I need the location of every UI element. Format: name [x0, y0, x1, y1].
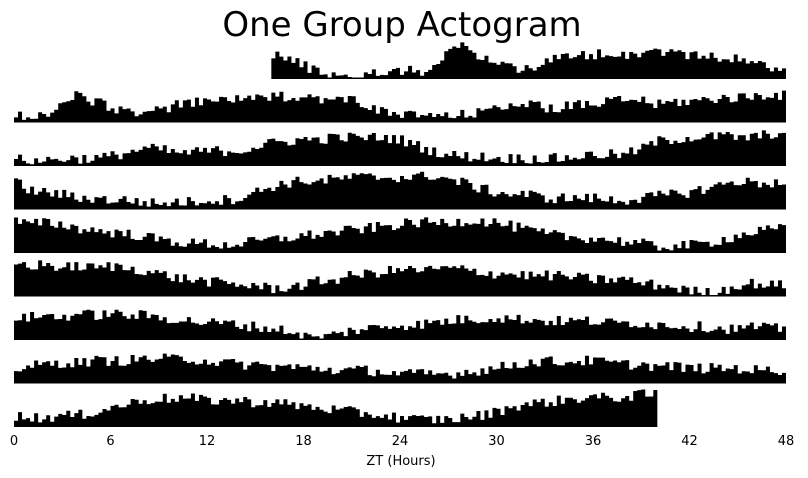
actogram-row-5 — [14, 217, 786, 253]
x-axis-ticks: 0 6 12 18 24 30 36 42 48 — [10, 434, 794, 449]
actogram-row-3 — [14, 130, 786, 166]
chart-title: One Group Actogram — [222, 5, 581, 45]
actogram-row-8 — [14, 353, 786, 384]
activity-bars — [271, 42, 787, 79]
x-tick-label: 30 — [488, 434, 505, 449]
actogram-row-7 — [14, 309, 786, 340]
x-axis-label: ZT (Hours) — [366, 454, 435, 469]
x-tick-label: 42 — [681, 434, 698, 449]
x-tick-label: 0 — [10, 434, 18, 449]
activity-bars — [14, 171, 786, 210]
activity-bars — [14, 217, 786, 253]
activity-bars — [14, 389, 658, 427]
actogram-rows — [14, 42, 787, 427]
actogram-row-6 — [14, 260, 786, 297]
activity-bars — [14, 309, 786, 340]
activity-bars — [14, 130, 786, 166]
x-tick-label: 18 — [295, 434, 312, 449]
actogram-row-4 — [14, 171, 786, 210]
x-tick-label: 24 — [392, 434, 409, 449]
actogram-row-9 — [14, 389, 658, 427]
actogram-row-2 — [14, 90, 786, 123]
activity-bars — [14, 90, 786, 123]
x-tick-label: 6 — [106, 434, 114, 449]
activity-bars — [14, 353, 786, 384]
activity-bars — [14, 260, 786, 297]
x-tick-label: 48 — [778, 434, 795, 449]
actogram-row-1 — [271, 42, 787, 79]
x-tick-label: 36 — [585, 434, 602, 449]
x-tick-label: 12 — [199, 434, 216, 449]
